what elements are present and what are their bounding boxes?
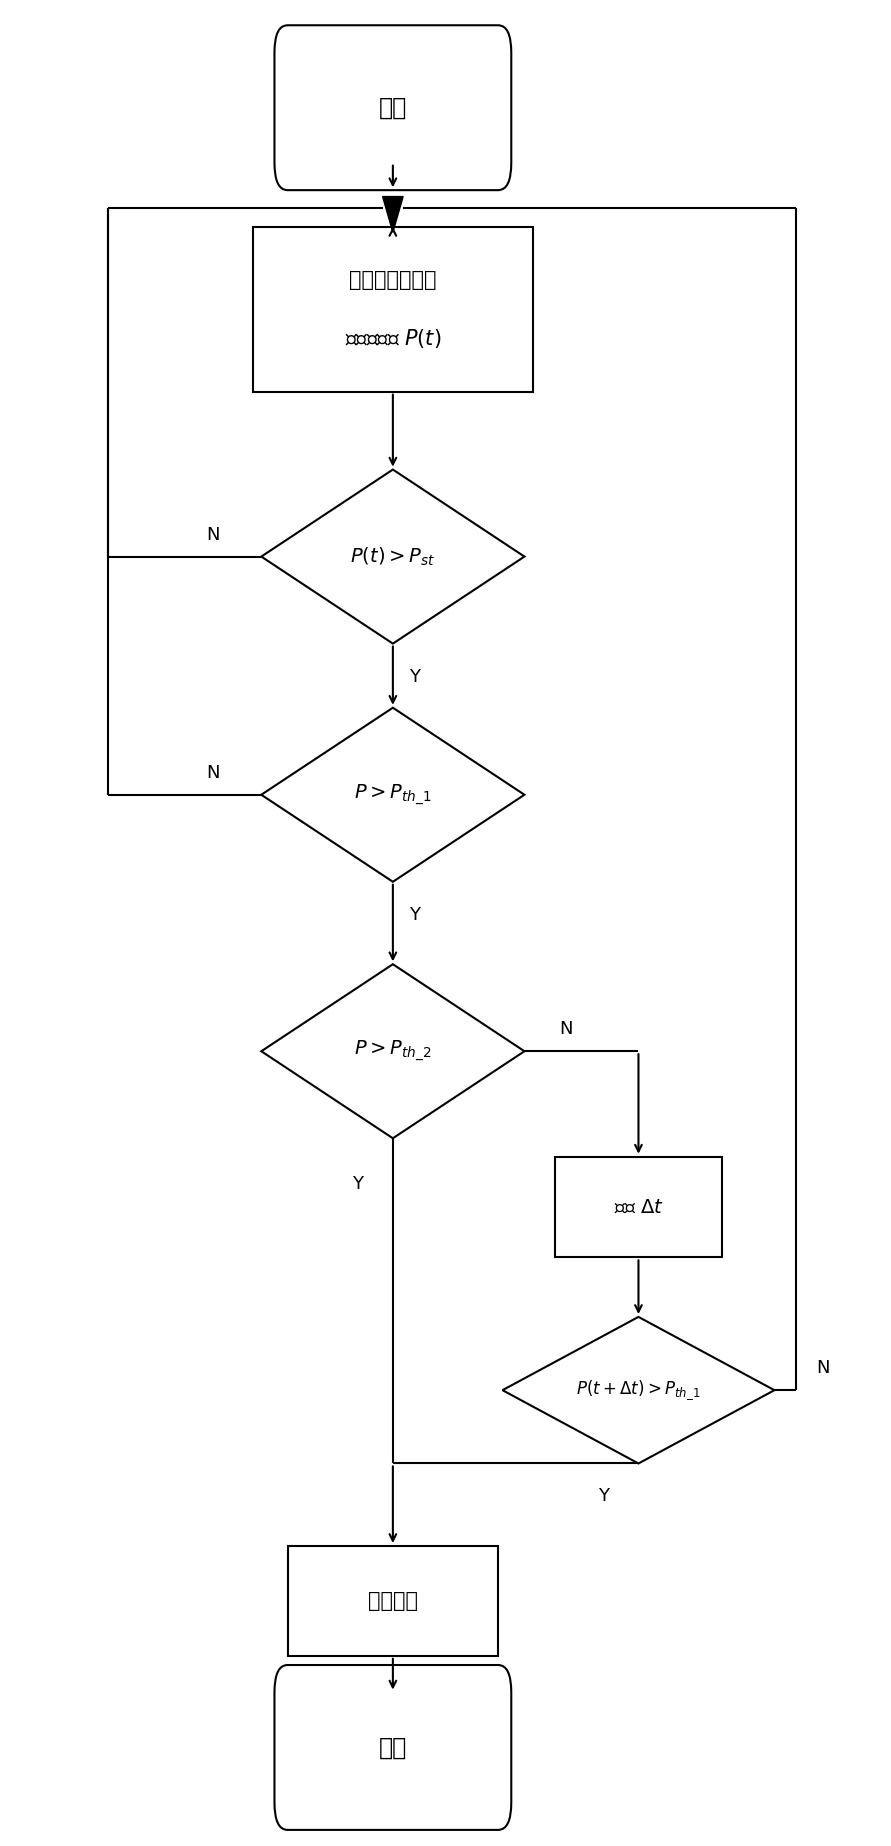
- Text: 保护动作: 保护动作: [368, 1591, 418, 1612]
- Text: N: N: [207, 526, 220, 543]
- Text: $P>P_{th\_2}$: $P>P_{th\_2}$: [354, 1039, 431, 1063]
- FancyBboxPatch shape: [555, 1157, 722, 1257]
- Text: N: N: [207, 764, 220, 781]
- Polygon shape: [382, 196, 403, 233]
- Polygon shape: [261, 469, 525, 644]
- Text: 壁压力数値 $P(t)$: 壁压力数値 $P(t)$: [345, 327, 441, 351]
- Text: 延时 $\Delta t$: 延时 $\Delta t$: [614, 1198, 664, 1217]
- FancyBboxPatch shape: [252, 227, 533, 391]
- FancyBboxPatch shape: [274, 1665, 511, 1829]
- Text: 读取变压器油笱: 读取变压器油笱: [349, 270, 437, 290]
- Polygon shape: [261, 964, 525, 1139]
- Text: 开始: 开始: [379, 96, 407, 120]
- Text: N: N: [816, 1359, 830, 1377]
- Text: $P(t+\Delta t)>P_{th\_1}$: $P(t+\Delta t)>P_{th\_1}$: [576, 1379, 700, 1401]
- Text: Y: Y: [409, 668, 421, 685]
- Polygon shape: [261, 707, 525, 882]
- FancyBboxPatch shape: [274, 26, 511, 190]
- Text: N: N: [559, 1021, 572, 1037]
- Text: Y: Y: [598, 1488, 609, 1506]
- Text: Y: Y: [409, 906, 421, 923]
- Text: $P>P_{th\_1}$: $P>P_{th\_1}$: [354, 783, 432, 807]
- Text: Y: Y: [352, 1176, 364, 1193]
- Text: $P(t)>P_{st}$: $P(t)>P_{st}$: [350, 545, 436, 569]
- Text: 结束: 结束: [379, 1735, 407, 1759]
- Polygon shape: [503, 1316, 774, 1464]
- FancyBboxPatch shape: [288, 1545, 498, 1656]
